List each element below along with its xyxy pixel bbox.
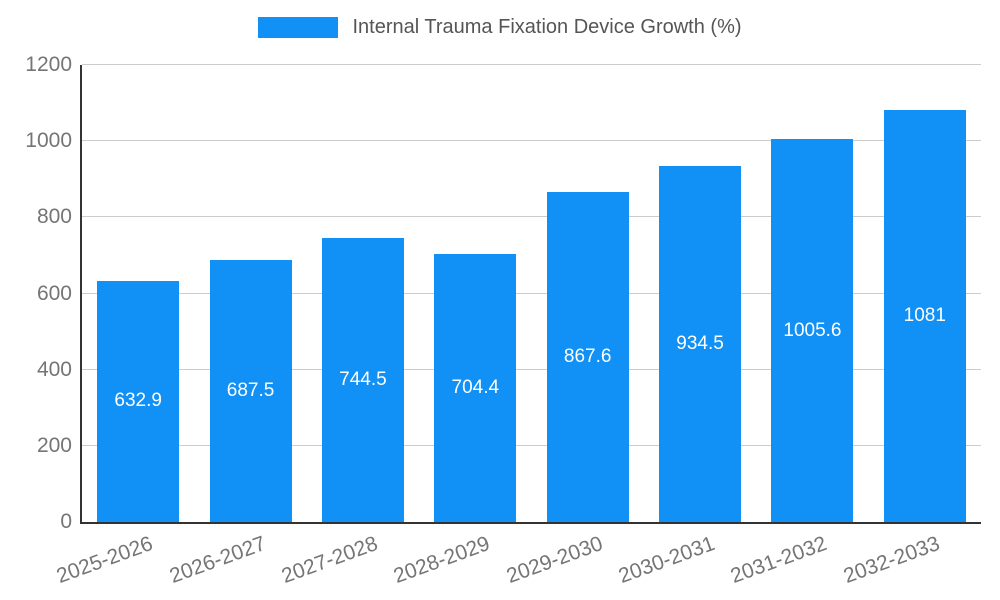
- x-tick-label: 2026-2027: [166, 532, 269, 588]
- bar: 934.5: [659, 166, 742, 522]
- y-tick-label: 1200: [25, 53, 72, 76]
- x-tick-label: 2029-2030: [503, 532, 606, 588]
- bar-value-label: 704.4: [451, 376, 500, 398]
- bar-value-label: 1005.6: [783, 319, 842, 341]
- bar: 704.4: [434, 253, 517, 522]
- gridline: [82, 444, 981, 446]
- bar-value-label: 934.5: [676, 333, 724, 355]
- gridline: [82, 216, 981, 218]
- x-tick-label: 2032-2033: [840, 532, 943, 588]
- legend-swatch[interactable]: [258, 17, 339, 38]
- gridline: [82, 292, 981, 294]
- x-tick-label: 2030-2031: [615, 532, 718, 588]
- x-tick-label: 2027-2028: [278, 532, 381, 588]
- y-tick-label: 400: [36, 357, 72, 381]
- x-tick-label: 2025-2026: [53, 532, 157, 588]
- y-tick-label: 600: [36, 281, 72, 305]
- y-tick-label: 200: [36, 433, 72, 457]
- x-tick-label: 2028-2029: [390, 532, 494, 588]
- bar-value-label: 867.6: [563, 345, 612, 367]
- bar-value-label: 744.5: [339, 369, 387, 391]
- bar: 1081: [883, 110, 966, 522]
- legend-label[interactable]: Internal Trauma Fixation Device Growth (…: [352, 16, 742, 38]
- bar: 1005.6: [771, 139, 854, 522]
- bar-value-label: 687.5: [226, 380, 275, 402]
- y-tick-label: 1000: [25, 129, 72, 153]
- plot-area: 632.9 687.5 744.5 704.4 867.6 934.5 1005.6 1081: [80, 64, 981, 524]
- bar-value-label: 1081: [903, 305, 946, 327]
- y-tick-label: 0: [60, 510, 72, 533]
- bar: 867.6: [546, 191, 629, 522]
- bar: 744.5: [321, 238, 404, 522]
- gridline: [82, 140, 981, 142]
- bar: 632.9: [97, 280, 180, 522]
- y-tick-label: 800: [36, 205, 72, 229]
- gridline: [82, 368, 981, 370]
- bar-value-label: 632.9: [114, 390, 162, 412]
- bar: 687.5: [209, 260, 292, 522]
- gridline: [82, 64, 981, 65]
- legend: Internal Trauma Fixation Device Growth (…: [0, 16, 1000, 39]
- x-tick-label: 2031-2032: [728, 532, 831, 588]
